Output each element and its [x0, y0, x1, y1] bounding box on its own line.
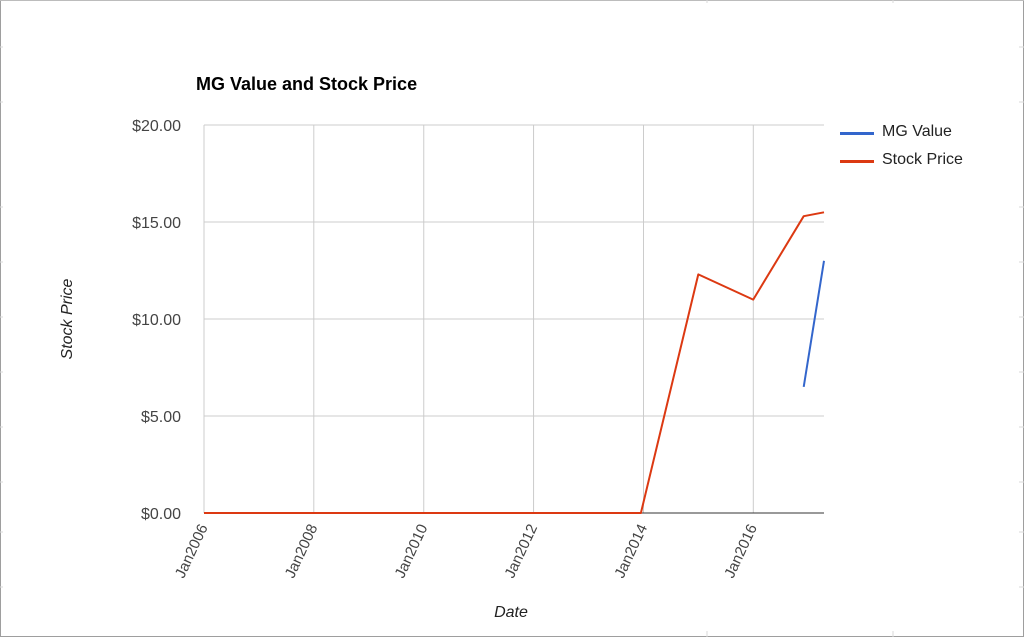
series-line-mg-value[interactable] — [802, 260, 825, 388]
x-tick-label: Jan2014 — [611, 522, 651, 581]
legend-swatch-stock-price — [840, 160, 874, 163]
legend-label-stock-price: Stock Price — [882, 151, 963, 168]
x-tick-label: Jan2016 — [721, 522, 761, 581]
chart-card[interactable] — [3, 3, 1019, 631]
y-tick-label: $10.00 — [132, 312, 181, 329]
x-axis-title: Date — [494, 604, 528, 621]
series-line-stock-price[interactable] — [204, 211, 825, 514]
y-tick-label: $5.00 — [141, 409, 181, 426]
y-axis-title: Stock Price — [59, 278, 76, 359]
chart-title: MG Value and Stock Price — [196, 74, 418, 94]
x-tick-label: Jan2010 — [392, 522, 432, 581]
x-tick-label: Jan2012 — [501, 522, 541, 581]
legend-swatch-mg-value — [840, 132, 874, 135]
y-tick-label: $15.00 — [132, 215, 181, 232]
y-tick-label: $0.00 — [141, 506, 181, 523]
legend-label-mg-value: MG Value — [882, 123, 952, 140]
y-tick-label: $20.00 — [132, 118, 181, 135]
x-tick-label: Jan2006 — [172, 522, 212, 581]
x-tick-label: Jan2008 — [282, 522, 322, 581]
